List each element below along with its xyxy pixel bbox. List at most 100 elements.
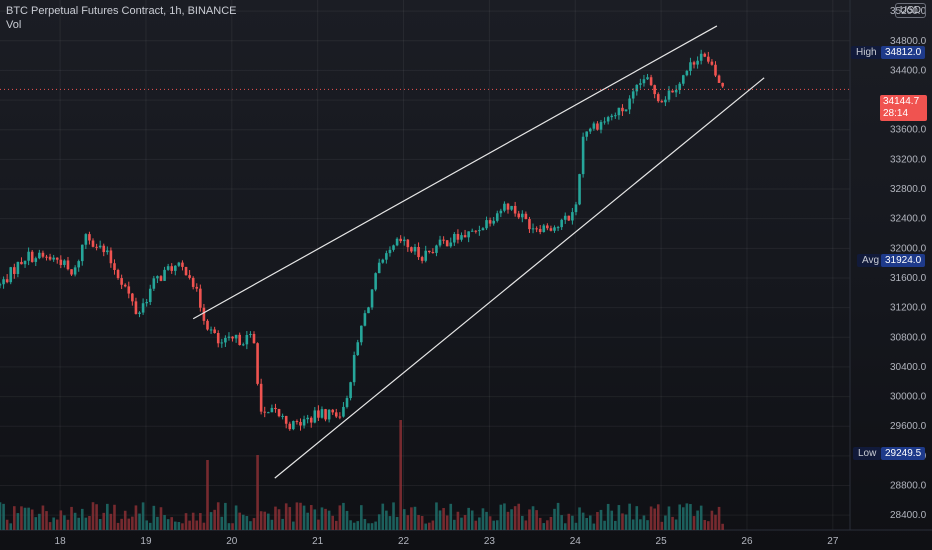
volume-bar <box>445 515 449 530</box>
candle-body <box>120 278 123 285</box>
volume-bar <box>667 506 671 530</box>
candle-body <box>467 231 470 238</box>
volume-bar <box>331 515 335 530</box>
volume-bar <box>538 517 542 530</box>
volume-bar <box>91 502 95 530</box>
volume-bar <box>338 505 342 530</box>
volume-bar <box>113 504 116 530</box>
volume-bar <box>41 505 45 530</box>
volume-bar <box>424 523 428 530</box>
volume-bar <box>435 502 438 530</box>
candle-body <box>338 416 342 418</box>
volume-bar <box>406 515 410 530</box>
volume-bar <box>134 505 138 530</box>
candle-body <box>524 213 528 220</box>
volume-bar <box>460 517 463 530</box>
x-tick-label: 19 <box>140 536 152 547</box>
low-value: 29249.5 <box>881 447 926 460</box>
candle-body <box>413 247 417 252</box>
candle-body <box>360 325 363 343</box>
candle-body <box>34 258 38 262</box>
candle-body <box>145 302 148 304</box>
candle-body <box>306 417 309 420</box>
candle-body <box>342 406 345 417</box>
volume-bar <box>313 509 317 530</box>
candle-body <box>553 227 556 231</box>
volume-bar <box>610 510 614 530</box>
x-tick-label: 27 <box>827 536 839 547</box>
x-tick-label: 26 <box>741 536 753 547</box>
volume-bar <box>156 516 159 530</box>
candle-body <box>671 90 674 93</box>
candle-body <box>399 238 402 242</box>
volume-bar <box>370 523 374 530</box>
candle-body <box>88 234 91 241</box>
volume-bar <box>563 523 567 530</box>
volume-bar <box>503 503 506 530</box>
volume-bar <box>467 507 470 530</box>
volume-bar <box>245 516 249 530</box>
candle-body <box>356 342 360 356</box>
volume-bar <box>299 502 302 530</box>
volume-bar <box>327 510 331 530</box>
volume-bar <box>184 513 188 530</box>
volume-bar <box>542 523 546 530</box>
candle-body <box>102 245 106 253</box>
volume-bar <box>681 507 685 530</box>
volume-bar <box>703 520 707 530</box>
candle-body <box>52 257 55 260</box>
candle-body <box>535 228 538 230</box>
volume-bar <box>324 508 327 530</box>
y-tick-label: 30800.0 <box>890 332 927 343</box>
candle-body <box>445 240 449 247</box>
volume-bar <box>166 519 170 530</box>
candle-body <box>721 82 724 87</box>
candle-body <box>116 270 120 279</box>
volume-bar <box>145 520 148 530</box>
volume-bar <box>377 514 381 530</box>
candle-body <box>714 64 717 76</box>
volume-bar <box>274 506 277 530</box>
high-value: 34812.0 <box>881 46 926 59</box>
candle-body <box>227 336 231 338</box>
candle-body <box>499 210 503 214</box>
candle-body <box>113 263 116 271</box>
volume-bar <box>617 505 621 530</box>
candle-body <box>134 301 138 314</box>
candle-body <box>95 246 98 248</box>
candle-body <box>617 107 621 116</box>
volume-bar <box>427 522 431 530</box>
candle-body <box>295 421 299 423</box>
candle-body <box>20 261 23 265</box>
candle-body <box>631 91 635 99</box>
candle-body <box>563 215 567 220</box>
volume-bar <box>170 517 174 530</box>
candle-body <box>267 412 270 414</box>
candle-body <box>420 257 424 261</box>
volume-bar <box>363 519 367 530</box>
y-tick-label: 28400.0 <box>890 510 927 521</box>
volume-bar <box>188 520 191 530</box>
volume-bar <box>696 510 699 530</box>
candle-body <box>213 329 216 333</box>
volume-bar <box>98 519 102 530</box>
volume-bar <box>417 514 420 530</box>
candle-body <box>41 252 45 257</box>
volume-bar <box>116 522 120 530</box>
volume-bar <box>513 506 517 530</box>
volume-bar <box>603 520 606 530</box>
candle-body <box>324 409 327 420</box>
volume-bar <box>334 520 338 530</box>
candle-body <box>642 79 646 84</box>
volume-bar <box>138 513 141 530</box>
candle-body <box>331 409 335 413</box>
candle-body <box>224 337 227 343</box>
candle-body <box>320 409 324 418</box>
volume-bar <box>191 512 195 530</box>
candle-body <box>84 234 88 245</box>
volume-bar <box>216 502 220 530</box>
volume-bar <box>181 523 184 530</box>
currency-badge[interactable]: USD <box>894 3 926 18</box>
volume-label: Vol <box>6 19 22 31</box>
